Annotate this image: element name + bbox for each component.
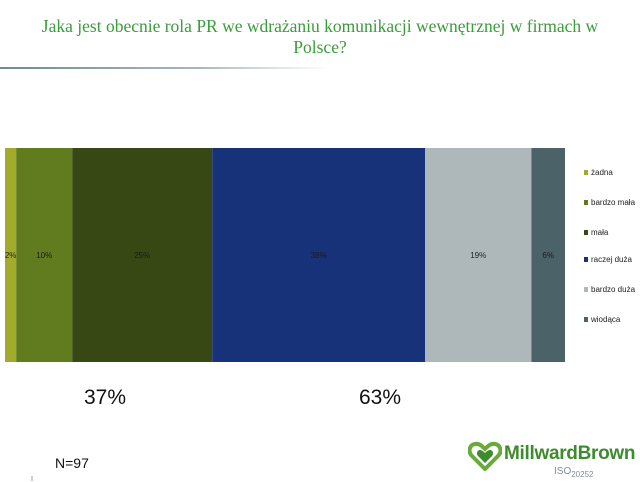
- legend-swatch: [584, 200, 588, 205]
- bar-segment-5: [531, 148, 565, 362]
- data-label-4: 19%: [470, 251, 486, 260]
- group-label-low: 37%: [84, 386, 127, 409]
- legend-label: raczej duża: [591, 255, 632, 264]
- bar-segment-4: [425, 148, 532, 362]
- sample-size-note: N=97: [55, 455, 89, 471]
- chart-title: Jaka jest obecnie rola PR we wdrażaniu k…: [41, 16, 599, 57]
- iso-number: 20252: [571, 470, 594, 479]
- logo-wordmark: MillwardBrown: [504, 443, 636, 464]
- legend-label: bardzo mała: [591, 198, 636, 207]
- data-label-3: 38%: [311, 251, 327, 260]
- footer-mark: [31, 476, 33, 481]
- legend-label: mała: [591, 228, 609, 237]
- data-label-5: 6%: [542, 251, 554, 260]
- legend-swatch: [584, 170, 588, 175]
- data-label-2: 25%: [134, 251, 150, 260]
- data-label-0: 2%: [5, 251, 17, 260]
- stacked-bar-chart: 2% 10% 25% 38% 19% 6%: [5, 148, 565, 362]
- data-label-1: 10%: [36, 251, 52, 260]
- iso-label: ISO: [554, 466, 572, 477]
- legend-swatch: [584, 257, 588, 262]
- bar-segment-3: [212, 148, 425, 362]
- bar-segment-0: [5, 148, 17, 362]
- logo-heart-icon: [468, 441, 502, 471]
- bar-segment-1: [16, 148, 73, 362]
- legend-label: żadna: [591, 168, 613, 177]
- bar-segment-2: [72, 148, 213, 362]
- legend-label: wiodąca: [591, 315, 621, 324]
- legend-swatch: [584, 230, 588, 235]
- iso-badge: ISO20252: [554, 466, 593, 479]
- legend-label: bardzo duża: [591, 285, 636, 294]
- millward-brown-logo: MillwardBrown ISO20252: [468, 439, 638, 479]
- title-divider: [0, 67, 330, 69]
- group-label-high: 63%: [359, 386, 402, 409]
- legend-swatch: [584, 287, 588, 292]
- legend-swatch: [584, 317, 588, 322]
